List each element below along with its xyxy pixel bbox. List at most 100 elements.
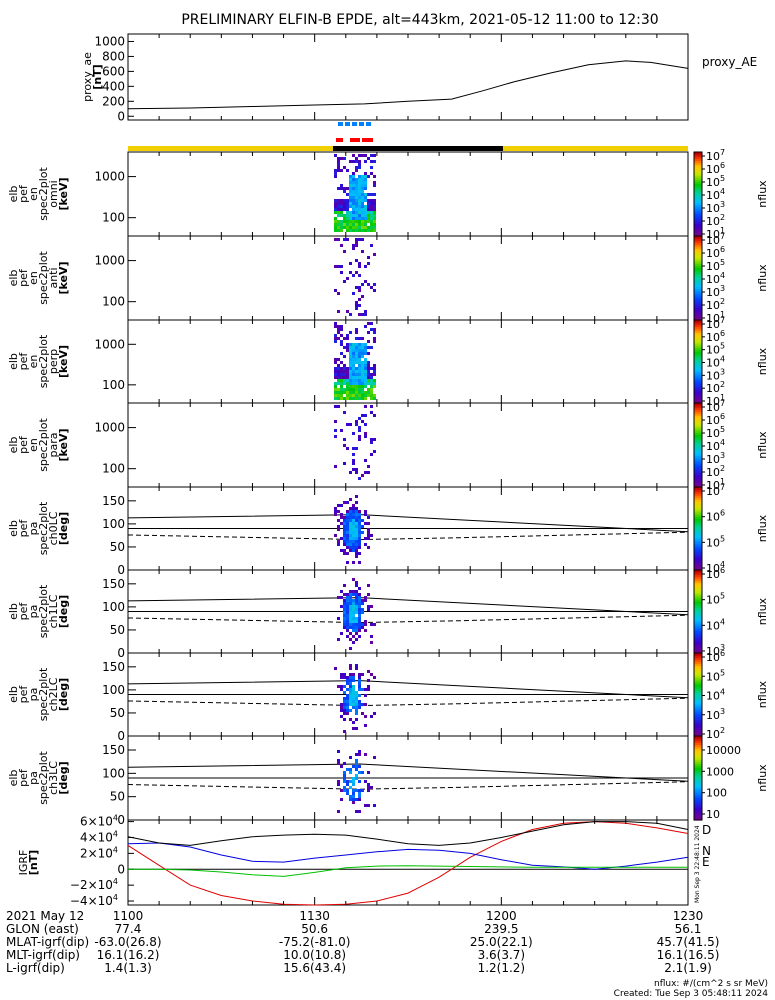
colorbar-segment (694, 189, 702, 193)
colorbar-segment (694, 736, 702, 739)
spectrogram-cell (349, 647, 352, 650)
spectrogram-cell (349, 211, 352, 214)
y-tick-label: 0 (117, 646, 125, 660)
y-tick-label: 100 (102, 295, 125, 309)
spectrogram-cell (370, 211, 373, 214)
colorbar-segment (694, 507, 702, 511)
colorbar-title: nflux (756, 431, 769, 459)
spectrogram-cell (355, 599, 358, 602)
spectrogram-cell (349, 593, 352, 596)
spectrogram-cell (346, 605, 349, 608)
spectrogram-cell (355, 187, 358, 190)
spectrogram-cell (373, 367, 376, 370)
spectrogram-cell (355, 712, 358, 715)
spectrogram-cell (358, 435, 361, 438)
spectrogram-cell (358, 367, 361, 370)
colorbar-segment (694, 455, 702, 459)
spectrogram-cell (355, 220, 358, 223)
colorbar-segment (694, 526, 702, 530)
spectrogram-cell (340, 703, 343, 706)
spectrogram-cell (343, 777, 346, 780)
spectrogram-cell (370, 172, 373, 175)
y-tick-label: 100 (102, 600, 125, 614)
spectrogram-cell (367, 688, 370, 691)
colorbar-segment (694, 322, 702, 325)
spectrogram-cell (343, 593, 346, 596)
spectrogram-cell (349, 175, 352, 178)
spectrogram-cell (340, 370, 343, 373)
spectrogram-cell (370, 391, 373, 394)
spectrogram-cell (340, 211, 343, 214)
colorbar-segment (694, 545, 702, 548)
spectrogram-cell (364, 172, 367, 175)
spectrogram-cell (367, 352, 370, 355)
spectrogram-cell (343, 537, 346, 540)
colorbar-segment (694, 671, 702, 675)
spectrogram-cell (352, 765, 355, 768)
spectrogram-cell (349, 596, 352, 599)
colorbar-segment (694, 809, 702, 813)
spectrogram-cell (352, 694, 355, 697)
y-tick-label: 4×104 (80, 829, 118, 844)
spectrogram-cell (346, 208, 349, 211)
spectrogram-cell (361, 238, 364, 241)
spectrogram-cell (373, 364, 376, 367)
spectrogram-cell (349, 202, 352, 205)
colorbar-segment (694, 438, 702, 442)
spectrogram-cell (361, 208, 364, 211)
colorbar-segment (694, 263, 702, 266)
spectrogram-cell (346, 385, 349, 388)
spectrogram-cell (337, 759, 340, 762)
colorbar-title-text: nflux (756, 431, 769, 459)
spectrogram-cell (340, 385, 343, 388)
spectrogram-cell (340, 765, 343, 768)
colorbar-segment (694, 673, 702, 677)
spectrogram-cell (367, 211, 370, 214)
colorbar-segment (694, 663, 702, 667)
colorbar-segment (694, 470, 702, 473)
spectrogram-cell (349, 355, 352, 358)
spectrogram-cell (358, 688, 361, 691)
colorbar-segment (694, 532, 702, 536)
spectrogram-cell (355, 211, 358, 214)
spectrogram-cell (340, 549, 343, 552)
spectrogram-cell (373, 337, 376, 340)
spectrogram-cell (364, 229, 367, 232)
colorbar-segment (694, 330, 702, 334)
spectrogram-cell (364, 205, 367, 208)
spectrogram-cell (346, 623, 349, 626)
colorbar-segment (694, 584, 702, 588)
spectrogram-cell (352, 453, 355, 456)
spectrogram-cell (346, 593, 349, 596)
colorbar-segment (694, 599, 702, 602)
colorbar-segment (694, 742, 702, 745)
spectrogram-cell (349, 187, 352, 190)
spectrogram-cell (352, 780, 355, 783)
footer-units: nflux: #/(cm^2 s sr MeV) (654, 979, 768, 989)
spectrogram-cell (334, 169, 337, 172)
spectrogram-cell (358, 217, 361, 220)
colorbar-segment (694, 752, 702, 756)
spectrogram-cell (343, 202, 346, 205)
y-tick-label: 150 (102, 577, 125, 591)
spectrogram-cell (361, 181, 364, 184)
spectrogram-cell (349, 664, 352, 667)
spectrogram-ylabel-line: ch0LC (47, 511, 60, 545)
colorbar-segment (694, 717, 702, 720)
spectrogram-cell (343, 280, 346, 283)
colorbar-segment (694, 468, 702, 471)
colorbar-segment (694, 744, 702, 748)
spectrogram-cell (337, 367, 340, 370)
colorbar-segment (694, 430, 702, 433)
colorbar-segment (694, 590, 702, 594)
spectrogram-cell (352, 391, 355, 394)
spectrogram-cell (349, 370, 352, 373)
spectrogram-cell (340, 373, 343, 376)
spectrogram-cell (340, 798, 343, 801)
spectrogram-cell (352, 528, 355, 531)
spectrogram-cell (349, 271, 352, 274)
spectrogram-cell (358, 617, 361, 620)
spectrogram-cell (373, 208, 376, 211)
spectrogram-cell (343, 226, 346, 229)
spectrogram-cell (343, 444, 346, 447)
